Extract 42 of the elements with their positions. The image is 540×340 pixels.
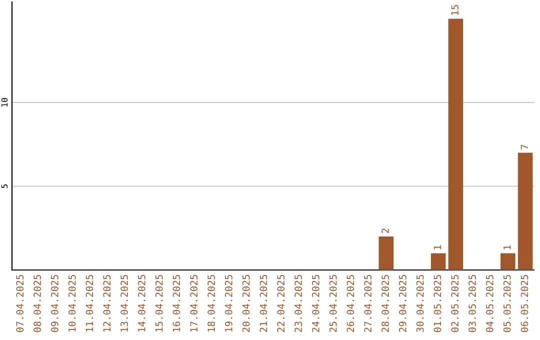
x-tick-label: 28.04.2025 — [382, 274, 389, 332]
x-tick-label: 18.04.2025 — [208, 274, 215, 332]
x-tick-label: 15.04.2025 — [155, 274, 163, 332]
x-tick-label: 25.04.2025 — [329, 274, 337, 332]
bar — [500, 253, 516, 270]
x-tick-label: 13.04.2025 — [120, 274, 128, 332]
data-label: 1 — [504, 245, 511, 250]
x-tick-label: 29.04.2025 — [398, 274, 406, 332]
x-tick-label: 19.04.2025 — [224, 274, 232, 332]
x-tick-label: 16.04.2025 — [172, 274, 180, 332]
data-label: 7 — [520, 144, 528, 150]
x-tick-label: 06.05.2025 — [520, 274, 528, 332]
x-tick-label: 04.05.2025 — [486, 274, 494, 332]
x-tick-label: 30.04.2025 — [416, 274, 424, 332]
y-tick-label: 10 — [1, 98, 8, 107]
x-tick-label: 12.04.2025 — [103, 274, 111, 332]
x-tick-label: 05.05.2025 — [503, 274, 511, 332]
bar — [430, 253, 446, 270]
data-label: 15 — [451, 5, 459, 15]
x-tick-label: 21.04.2025 — [260, 274, 268, 332]
y-tick-label: 5 — [1, 184, 8, 188]
x-tick-label: 09.04.2025 — [50, 274, 58, 332]
bar — [518, 152, 533, 270]
x-tick-label: 22.04.2025 — [277, 274, 285, 332]
x-tick-label: 03.05.2025 — [468, 274, 476, 332]
x-tick-label: 26.04.2025 — [346, 274, 354, 332]
x-tick-label: 27.04.2025 — [364, 274, 372, 332]
bar — [448, 18, 464, 270]
x-tick-label: 20.04.2025 — [242, 274, 250, 332]
x-tick-label: 17.04.2025 — [190, 274, 198, 332]
x-tick-label: 23.04.2025 — [294, 274, 302, 332]
x-tick-label: 02.05.2025 — [451, 274, 459, 332]
x-tick-label: 08.04.2025 — [34, 274, 41, 332]
data-label: 2 — [382, 228, 389, 233]
x-tick-label: 14.04.2025 — [138, 274, 146, 332]
x-tick-label: 01.05.2025 — [434, 274, 442, 332]
x-tick-label: 10.04.2025 — [68, 274, 76, 332]
data-label: 1 — [434, 245, 442, 250]
x-tick-label: 11.04.2025 — [86, 274, 94, 332]
x-tick-label: 07.04.2025 — [16, 274, 24, 332]
bar — [378, 236, 394, 270]
x-tick-label: 24.04.2025 — [312, 274, 320, 332]
